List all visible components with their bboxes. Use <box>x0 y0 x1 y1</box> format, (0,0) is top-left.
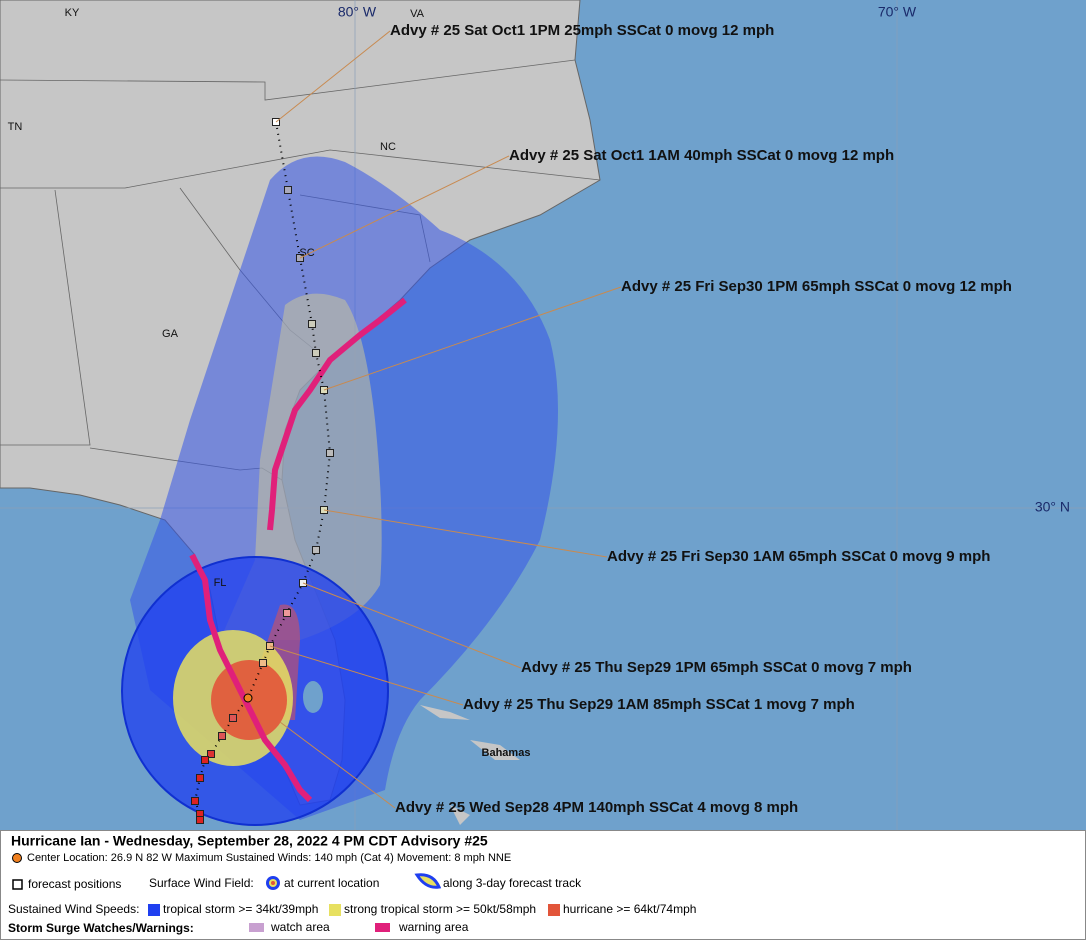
track-point <box>312 349 320 357</box>
legend-item: warning area <box>398 920 469 934</box>
track-point <box>284 186 292 194</box>
leader-line <box>323 286 622 391</box>
leader-line <box>299 155 510 259</box>
place-label: GA <box>162 328 179 340</box>
track-point <box>259 659 267 667</box>
legend-item: tropical storm >= 34kt/39mph <box>163 902 318 916</box>
advisory-label: Advy # 25 Wed Sep28 4PM 140mph SSCat 4 m… <box>395 799 798 816</box>
current-center <box>243 693 253 703</box>
graticule-label: 80° W <box>338 4 377 20</box>
track-point <box>191 797 199 805</box>
leader-line <box>275 30 391 123</box>
track-point <box>312 546 320 554</box>
track-point <box>207 750 215 758</box>
track-point <box>196 774 204 782</box>
legend-item: Sustained Wind Speeds: <box>8 902 139 916</box>
place-label: TN <box>8 121 23 133</box>
graticule-label: 30° N <box>1035 499 1070 515</box>
legend-item: Storm Surge Watches/Warnings: <box>8 921 194 935</box>
forecast-icon <box>12 879 23 890</box>
place-label: VA <box>410 8 425 20</box>
advisory-label: Advy # 25 Sat Oct1 1PM 25mph SSCat 0 mov… <box>390 22 774 39</box>
place-label: Bahamas <box>482 747 531 759</box>
legend-item: along 3-day forecast track <box>443 876 582 890</box>
leader-line <box>323 509 608 558</box>
legend: Hurricane Ian - Wednesday, September 28,… <box>0 830 1086 940</box>
center-icon <box>12 853 22 863</box>
track-point <box>308 320 316 328</box>
track-point <box>283 609 291 617</box>
place-label: NC <box>380 141 396 153</box>
advisory-label: Advy # 25 Thu Sep29 1AM 85mph SSCat 1 mo… <box>463 696 855 713</box>
legend-item: Surface Wind Field: <box>149 876 254 890</box>
legend-graphic: Hurricane Ian - Wednesday, September 28,… <box>8 833 696 935</box>
legend-item: at current location <box>284 876 379 890</box>
legend-item: hurricane >= 64kt/74mph <box>563 902 696 916</box>
legend-title: Hurricane Ian - Wednesday, September 28,… <box>11 833 488 849</box>
advisory-label: Advy # 25 Fri Sep30 1AM 65mph SSCat 0 mo… <box>607 548 990 565</box>
advisory-label: Advy # 25 Sat Oct1 1AM 40mph SSCat 0 mov… <box>509 147 894 164</box>
leader-line <box>302 582 522 669</box>
leader-line <box>269 645 464 706</box>
legend-item: forecast positions <box>28 877 121 891</box>
surge-warning <box>189 297 407 803</box>
advisory-label: Advy # 25 Fri Sep30 1PM 65mph SSCat 0 mo… <box>621 278 1012 295</box>
track-point <box>218 732 226 740</box>
track-point <box>201 756 209 764</box>
legend-item: watch area <box>270 920 330 934</box>
advisory-label: Advy # 25 Thu Sep29 1PM 65mph SSCat 0 mo… <box>521 659 912 676</box>
cone-inner <box>220 293 382 640</box>
track-point <box>326 449 334 457</box>
leader-line <box>279 721 396 809</box>
track-point <box>196 816 204 824</box>
lake <box>303 681 323 713</box>
graticule-label: 70° W <box>878 4 917 20</box>
place-label: KY <box>65 7 80 19</box>
place-label: FL <box>214 577 227 589</box>
track-point <box>229 714 237 722</box>
center-info: Center Location: 26.9 N 82 W Maximum Sus… <box>27 852 511 864</box>
legend-item: strong tropical storm >= 50kt/58mph <box>344 902 536 916</box>
